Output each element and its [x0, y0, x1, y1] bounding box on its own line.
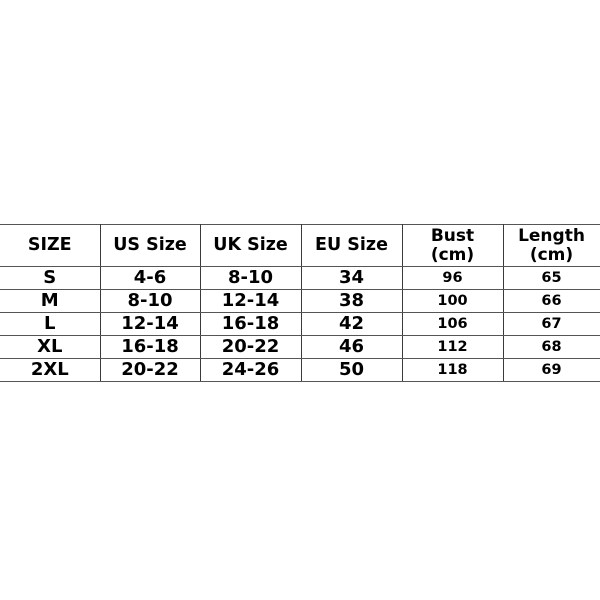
cell-length: 69	[503, 358, 600, 382]
cell-uk: 20-22	[200, 335, 302, 359]
column-header-length-unit: (cm)	[529, 244, 574, 265]
cell-bust: 96	[402, 266, 504, 290]
cell-eu: 50	[301, 358, 403, 382]
cell-bust: 100	[402, 289, 504, 313]
column-header-eu-size: EU Size	[301, 224, 403, 267]
cell-size: XL	[0, 335, 101, 359]
table-row: S 4-6 8-10 34 96 65	[0, 266, 600, 290]
cell-us: 16-18	[100, 335, 201, 359]
cell-size: L	[0, 312, 101, 336]
table-row: M 8-10 12-14 38 100 66	[0, 289, 600, 313]
cell-eu: 46	[301, 335, 403, 359]
column-header-bust-unit: (cm)	[430, 244, 475, 265]
cell-eu: 42	[301, 312, 403, 336]
cell-bust: 118	[402, 358, 504, 382]
cell-size: 2XL	[0, 358, 101, 382]
table-header-row: SIZE US Size UK Size EU Size Bust (cm) L…	[0, 224, 600, 267]
column-header-length-label: Length	[518, 226, 585, 246]
cell-size: S	[0, 266, 101, 290]
cell-uk: 24-26	[200, 358, 302, 382]
size-chart-body: S 4-6 8-10 34 96 65 M 8-10 12-14 38 100 …	[0, 266, 600, 382]
cell-uk: 8-10	[200, 266, 302, 290]
column-header-uk-size: UK Size	[200, 224, 302, 267]
size-chart-head: SIZE US Size UK Size EU Size Bust (cm) L…	[0, 224, 600, 267]
cell-us: 20-22	[100, 358, 201, 382]
table-row: XL 16-18 20-22 46 112 68	[0, 335, 600, 359]
size-chart-container: SIZE US Size UK Size EU Size Bust (cm) L…	[0, 224, 600, 382]
cell-length: 68	[503, 335, 600, 359]
table-row: L 12-14 16-18 42 106 67	[0, 312, 600, 336]
cell-us: 4-6	[100, 266, 201, 290]
table-row: 2XL 20-22 24-26 50 118 69	[0, 358, 600, 382]
size-chart-table: SIZE US Size UK Size EU Size Bust (cm) L…	[0, 224, 600, 382]
cell-eu: 34	[301, 266, 403, 290]
cell-uk: 16-18	[200, 312, 302, 336]
cell-bust: 106	[402, 312, 504, 336]
column-header-us-size: US Size	[100, 224, 201, 267]
cell-bust: 112	[402, 335, 504, 359]
column-header-bust-label: Bust	[430, 226, 475, 246]
column-header-size: SIZE	[0, 224, 101, 267]
cell-length: 67	[503, 312, 600, 336]
cell-uk: 12-14	[200, 289, 302, 313]
cell-us: 12-14	[100, 312, 201, 336]
column-header-length: Length (cm)	[503, 224, 600, 267]
column-header-bust: Bust (cm)	[402, 224, 504, 267]
cell-us: 8-10	[100, 289, 201, 313]
cell-length: 65	[503, 266, 600, 290]
cell-length: 66	[503, 289, 600, 313]
cell-size: M	[0, 289, 101, 313]
cell-eu: 38	[301, 289, 403, 313]
